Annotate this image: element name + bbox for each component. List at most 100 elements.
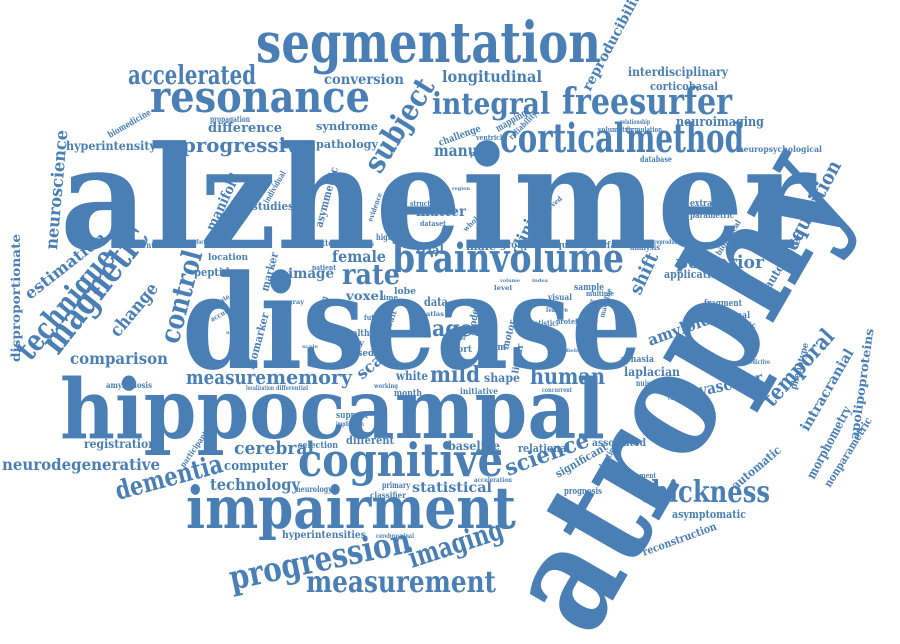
word-comparison: comparison <box>70 349 168 368</box>
word-statistic: statistic <box>528 318 556 328</box>
word-hyperintensity: hyperintensity <box>66 139 157 153</box>
word-amyloidosis: amyloidosis <box>106 380 152 390</box>
word-interdisciplinary: interdisciplinary <box>628 65 729 79</box>
word-brainvolume: brainvolume <box>392 235 624 282</box>
word-location: location <box>208 253 248 263</box>
word-segmentation: segmentation <box>256 10 601 76</box>
word-frequency: frequency <box>590 299 616 306</box>
word-positive: positive <box>470 149 498 158</box>
word-database: database <box>640 154 672 164</box>
word-working: working <box>373 383 399 390</box>
word-prevention: prevention <box>126 240 166 250</box>
word-predictive: predictive <box>744 359 770 366</box>
word-field: field <box>566 348 581 354</box>
word-corticobasal: corticobasal <box>650 80 718 93</box>
word-implication: implication <box>336 421 364 428</box>
word-pattern: pattern <box>312 239 342 249</box>
word-primary: primary <box>382 480 410 490</box>
word-measurement: measurement <box>306 565 496 600</box>
word-selection: selection <box>298 441 338 451</box>
word-neurodegenerative: neurodegenerative <box>2 455 160 474</box>
word-brain: brain <box>602 332 618 338</box>
word-index: index <box>532 278 549 284</box>
word-lobe: lobe <box>394 287 416 297</box>
word-atlas: atlas <box>426 311 445 318</box>
word-shape: shape <box>484 371 520 385</box>
word-requirement: requirement <box>616 471 657 480</box>
word-cerebral: cerebral <box>234 438 314 459</box>
word-female: female <box>332 247 386 266</box>
word-extraction: extraction <box>690 199 734 209</box>
word-freesurfer: freesurfer <box>562 81 733 123</box>
word-image: image <box>288 266 334 282</box>
word-human: human <box>530 364 605 390</box>
word-memory-small: memory <box>430 192 451 198</box>
word-based: based <box>346 349 375 359</box>
word-initiative: initiative <box>460 386 498 396</box>
word-vector: vector <box>445 335 467 342</box>
word-difference: difference <box>208 121 282 136</box>
word-mild: mild <box>430 362 480 388</box>
word-progressive: progressive <box>182 133 310 157</box>
word-quality: quality <box>556 241 589 251</box>
word-localization: localization <box>246 385 274 392</box>
word-application: application <box>664 268 724 281</box>
word-alzheimer: alzheimer <box>60 116 817 282</box>
word-propagation: propagation <box>210 114 250 124</box>
word-trial: trial <box>416 243 444 257</box>
word-feature: feature <box>546 307 568 314</box>
word-longitudinal: longitudinal <box>442 67 542 86</box>
word-pathology: pathology <box>316 138 379 151</box>
word-support: support <box>336 411 369 421</box>
word-computer: computer <box>224 459 288 474</box>
word-term: term <box>484 343 506 353</box>
word-prognosis: prognosis <box>564 487 602 497</box>
word-acceleration: acceleration <box>474 477 513 484</box>
word-neurology: neurology <box>296 484 332 494</box>
word-classifier: classifier <box>370 490 407 500</box>
word-level: level <box>494 285 513 292</box>
word-disproportionate: disproportionate <box>9 234 23 362</box>
word-cognitive: cognitive <box>298 433 503 487</box>
word-future: future <box>364 313 386 322</box>
word-cerebrospinal: cerebrospinal <box>376 533 415 540</box>
word-neuroimaging: neuroimaging <box>676 115 764 130</box>
word-thickness: thickness <box>640 475 770 510</box>
word-formulation: formulation <box>626 125 662 134</box>
word-semantic: semantic <box>722 320 756 330</box>
word-aged: aged <box>432 316 487 342</box>
word-multiple: multiple <box>586 289 614 298</box>
word-volumetric: volumetric <box>597 125 634 134</box>
word-normal: normal <box>226 330 246 336</box>
word-healthy: healthy <box>342 329 375 339</box>
word-technology: technology <box>210 475 301 494</box>
word-white: white <box>395 369 428 383</box>
word-rate: rate <box>342 258 400 291</box>
word-visual: visual <box>547 292 572 302</box>
word-short: short <box>446 345 473 355</box>
word-aphasia: aphasia <box>620 355 654 365</box>
word-structural: structural <box>410 199 444 208</box>
word-conversion: conversion <box>324 72 404 88</box>
word-surface: surface <box>592 241 626 251</box>
word-patient: patient <box>312 263 337 272</box>
word-hippocampal: hippocampal <box>60 362 605 458</box>
word-comparative: comparative <box>668 396 696 402</box>
word-hyperintensities: hyperintensities <box>282 530 366 541</box>
word-fragment: fragment <box>704 299 743 309</box>
word-associated: associated <box>592 438 646 449</box>
word-regions: regions <box>576 317 599 324</box>
word-registration: registration <box>84 437 156 451</box>
word-model: model <box>466 305 482 337</box>
word-resonance: resonance <box>150 72 370 123</box>
word-statistical: statistical <box>412 480 492 496</box>
word-functional: functional <box>706 311 750 321</box>
word-neuropsychological: neuropsychological <box>738 144 822 154</box>
word-scale: scale <box>302 344 318 350</box>
word-matter: matter <box>416 204 467 220</box>
word-manual: manual <box>434 141 492 160</box>
word-differential: differential <box>276 385 309 392</box>
word-different: different <box>346 434 395 447</box>
